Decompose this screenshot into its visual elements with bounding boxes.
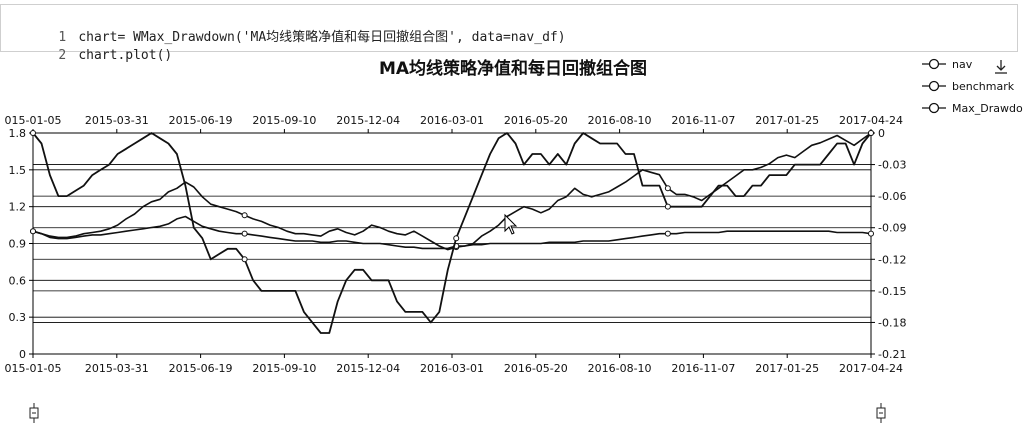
y-right-tick-label: -0.18 bbox=[878, 316, 906, 329]
y-right-tick-label: -0.12 bbox=[878, 253, 906, 266]
chart-series bbox=[30, 130, 874, 334]
code-line-text: chart= WMax_Drawdown('MA均线策略净值和每日回撤组合图',… bbox=[78, 30, 566, 45]
legend-marker bbox=[928, 102, 940, 114]
x-top-tick-label: 2015-09-10 bbox=[252, 114, 316, 127]
legend-label: Max_Drawdo bbox=[952, 102, 1023, 115]
y-left-tick-label: 1.8 bbox=[9, 127, 27, 140]
y-left-tick-label: 1.5 bbox=[9, 164, 27, 177]
x-bottom-tick-label: 2016-05-20 bbox=[504, 362, 568, 375]
y-right-tick-label: -0.06 bbox=[878, 190, 906, 203]
slider-handle-right[interactable] bbox=[876, 403, 886, 423]
y-right-tick-label: 0 bbox=[878, 127, 885, 140]
series-point-max_drawdown bbox=[868, 130, 874, 136]
chart-grid bbox=[33, 132, 871, 355]
legend-marker bbox=[928, 80, 940, 92]
series-point-benchmark bbox=[664, 230, 671, 237]
y-left-tick-label: 0.9 bbox=[9, 238, 27, 251]
x-top-tick-label: 2016-08-10 bbox=[588, 114, 652, 127]
x-bottom-tick-label: 2017-01-25 bbox=[755, 362, 819, 375]
series-point-max_drawdown bbox=[30, 130, 36, 136]
series-line-benchmark bbox=[32, 215, 872, 250]
x-top-tick-label: 015-01-05 bbox=[5, 114, 62, 127]
series-point-benchmark bbox=[241, 230, 248, 237]
chart-figure: MA均线策略净值和每日回撤组合图 navbenchmarkMax_Drawdo … bbox=[5, 58, 1023, 423]
x-bottom-tick-label: 2016-11-07 bbox=[671, 362, 735, 375]
x-top-tick-label: 2015-06-19 bbox=[169, 114, 233, 127]
code-line-2: 2 chart.plot() bbox=[27, 29, 172, 63]
chart-title: MA均线策略净值和每日回撤组合图 bbox=[379, 58, 647, 79]
series-point-max_drawdown bbox=[664, 203, 671, 210]
download-icon[interactable] bbox=[995, 60, 1007, 74]
series-point-benchmark bbox=[30, 228, 36, 235]
slider-handle-left[interactable] bbox=[29, 403, 39, 423]
x-top-tick-label: 2016-03-01 bbox=[420, 114, 484, 127]
x-bottom-tick-label: 2015-06-19 bbox=[169, 362, 233, 375]
x-bottom-tick-label: 015-01-05 bbox=[5, 362, 62, 375]
code-line-1: 1 chart= WMax_Drawdown('MA均线策略净值和每日回撤组合图'… bbox=[27, 11, 565, 45]
series-line-nav bbox=[32, 132, 872, 251]
y-left-tick-label: 0.6 bbox=[9, 274, 27, 287]
x-top-tick-label: 2017-01-25 bbox=[755, 114, 819, 127]
code-line-number: 1 bbox=[58, 30, 67, 45]
code-line-text: chart.plot() bbox=[78, 48, 173, 63]
series-line-max_drawdown bbox=[32, 132, 872, 334]
y-right-tick-label: -0.21 bbox=[878, 348, 906, 361]
x-top-tick-label: 2016-05-20 bbox=[504, 114, 568, 127]
series-point-nav bbox=[241, 212, 248, 219]
x-top-tick-label: 2015-03-31 bbox=[85, 114, 149, 127]
x-top-tick-label: 2017-04-24 bbox=[839, 114, 903, 127]
x-top-tick-label: 2015-12-04 bbox=[336, 114, 400, 127]
y-right-tick-label: -0.03 bbox=[878, 159, 906, 172]
x-bottom-tick-label: 2016-08-10 bbox=[588, 362, 652, 375]
y-left-tick-label: 0 bbox=[19, 348, 26, 361]
chart-axes: 0 0.3 0.6 0.9 1.2 1.5 1.8 0 -0.03 -0.06 -0.09 -0.12… bbox=[5, 114, 907, 375]
y-right-tick-label: -0.15 bbox=[878, 285, 906, 298]
x-bottom-tick-label: 2015-09-10 bbox=[252, 362, 316, 375]
series-point-max_drawdown bbox=[241, 256, 248, 263]
y-left-tick-label: 0.3 bbox=[9, 311, 27, 324]
x-bottom-tick-label: 2015-03-31 bbox=[85, 362, 149, 375]
chart-legend: nav benchmark Max_Drawdo bbox=[922, 58, 1023, 115]
legend-label: nav bbox=[952, 58, 973, 71]
legend-label: benchmark bbox=[952, 80, 1015, 93]
series-point-benchmark bbox=[868, 230, 874, 237]
x-bottom-tick-label: 2015-12-04 bbox=[336, 362, 400, 375]
code-line-number: 2 bbox=[58, 48, 67, 63]
series-point-nav bbox=[664, 185, 671, 192]
y-right-tick-label: -0.09 bbox=[878, 222, 906, 235]
mouse-cursor-icon bbox=[504, 213, 518, 235]
series-point-max_drawdown bbox=[453, 235, 460, 242]
legend-marker bbox=[928, 58, 940, 70]
x-bottom-tick-label: 2017-04-24 bbox=[839, 362, 903, 375]
y-left-tick-label: 1.2 bbox=[9, 201, 27, 214]
x-top-tick-label: 2016-11-07 bbox=[671, 114, 735, 127]
x-bottom-tick-label: 2016-03-01 bbox=[420, 362, 484, 375]
code-cell[interactable]: 1 chart= WMax_Drawdown('MA均线策略净值和每日回撤组合图'… bbox=[0, 4, 1018, 63]
